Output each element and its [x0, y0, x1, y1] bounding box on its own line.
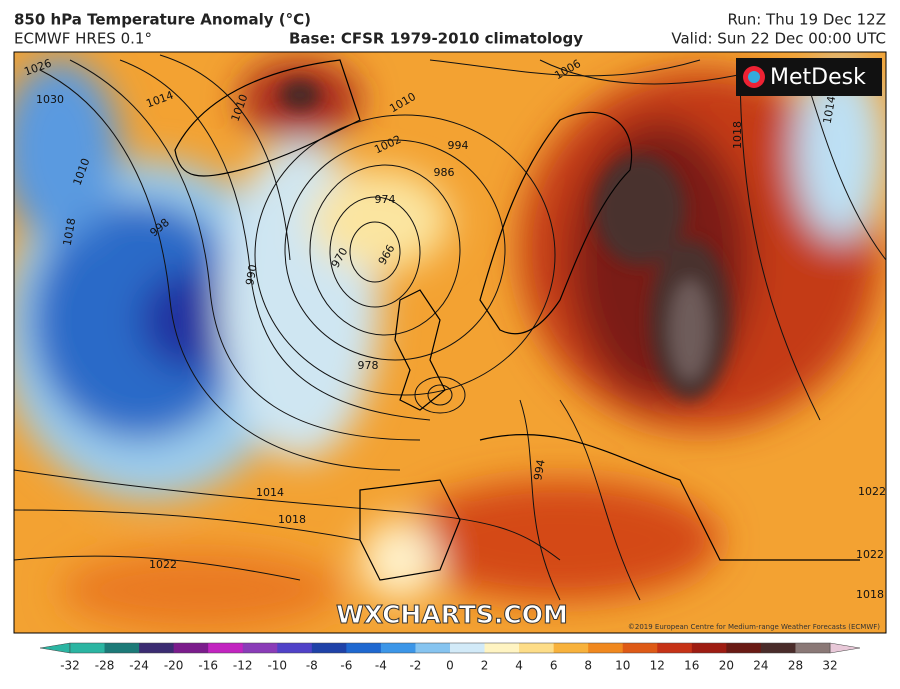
isobar-label: 1018: [278, 513, 306, 526]
isobar-label: 990: [243, 263, 259, 286]
colorbar-tick-label: -24: [129, 659, 149, 673]
colorbar: -32 -28 -24 -20 -16 -12 -10 -8 -6 -4 -2 0 2 4 6 8 10 12 16…: [39, 642, 861, 673]
colorbar-segment: [104, 643, 140, 653]
isobar-label: 1022: [856, 548, 884, 561]
colorbar-segment: [380, 643, 416, 653]
isobar-label: 1022: [858, 485, 886, 498]
colorbar-tick-label: -6: [340, 659, 352, 673]
warm-core: [280, 80, 730, 400]
colorbar-tick-label: -12: [233, 659, 253, 673]
colorbar-tick-label: -28: [95, 659, 115, 673]
isobars: [14, 54, 886, 601]
colorbar-tick-label: -20: [164, 659, 184, 673]
colorbar-segment: [450, 643, 486, 653]
isobar-label: 978: [358, 359, 379, 372]
isobar-label: 1030: [36, 93, 64, 106]
coastline-scandinavia: [479, 111, 633, 335]
isobar-label: 994: [531, 458, 547, 481]
base: Base: CFSR 1979-2010 climatology: [289, 30, 583, 48]
colorbar-arrow-right: [829, 642, 861, 654]
colorbar-tick-label: 10: [615, 659, 630, 673]
colorbar-tick-label: 24: [753, 659, 768, 673]
isobar-label: 1018: [856, 588, 884, 601]
colorbar-tick-label: 6: [550, 659, 558, 673]
colorbar-segment: [657, 643, 693, 653]
colorbar-tick-label: 28: [788, 659, 803, 673]
valid: Valid: Sun 22 Dec 00:00 UTC: [671, 30, 886, 48]
colorbar-tick-label: 2: [481, 659, 489, 673]
colorbar-segment: [70, 643, 106, 653]
map-frame: [13, 51, 887, 634]
colorbar-frame: [69, 642, 831, 654]
colorbar-segment: [277, 643, 313, 653]
colorbar-segment: [553, 643, 589, 653]
colorbar-tick-label: -32: [60, 659, 80, 673]
isobar-label: 1018: [61, 217, 79, 247]
colorbar-segment: [346, 643, 382, 653]
colorbar-segment: [622, 643, 658, 653]
colorbar-tick-label: 32: [822, 659, 837, 673]
isobar-label: 1018: [731, 121, 744, 149]
colorbar-tick-label: 12: [650, 659, 665, 673]
watermark: WXCHARTS.COM: [336, 600, 568, 629]
colorbar-tick-label: 0: [446, 659, 454, 673]
colorbar-segment: [588, 643, 624, 653]
title: 850 hPa Temperature Anomaly (°C): [14, 11, 311, 29]
isobar-label: 1014: [256, 486, 284, 499]
coastline-britain: [394, 289, 446, 411]
coastline-greenland: [174, 59, 361, 177]
colorbar-segment: [726, 643, 762, 653]
run: Run: Thu 19 Dec 12Z: [727, 11, 886, 29]
logo-icon-inner: [748, 71, 760, 83]
colorbar-tick-label: 8: [584, 659, 592, 673]
model: ECMWF HRES 0.1°: [14, 30, 152, 48]
colorbar-segment: [519, 643, 555, 653]
colorbar-tick-label: 4: [515, 659, 523, 673]
colorbar-tick-label: -8: [306, 659, 318, 673]
colorbar-segment: [795, 643, 831, 653]
colorbar-tick-label: -2: [409, 659, 421, 673]
colorbar-segment: [484, 643, 520, 653]
colorbar-segment: [760, 643, 796, 653]
colorbar-segment: [415, 643, 451, 653]
isobar-label: 994: [448, 139, 469, 152]
colorbar-segment: [242, 643, 278, 653]
colorbar-segment: [311, 643, 347, 653]
colorbar-segment: [139, 643, 175, 653]
isobar-label: 974: [375, 193, 396, 206]
isobar-label: 986: [434, 166, 455, 179]
isobar-label: 1014: [821, 95, 839, 125]
colorbar-segment: [208, 643, 244, 653]
colorbar-arrow-left: [39, 642, 71, 654]
colorbar-segment: [691, 643, 727, 653]
colorbar-tick-label: 16: [684, 659, 699, 673]
isobar-label: 1022: [149, 558, 177, 571]
colorbar-segment: [173, 643, 209, 653]
colorbar-tick-label: -4: [375, 659, 387, 673]
logo: MetDesk: [770, 65, 866, 90]
coastline-europe: [359, 433, 860, 581]
colorbar-tick-label: -10: [267, 659, 287, 673]
colorbar-tick-label: 20: [719, 659, 734, 673]
copyright: ©2019 European Centre for Medium-range W…: [628, 623, 880, 631]
colorbar-tick-label: -16: [198, 659, 218, 673]
